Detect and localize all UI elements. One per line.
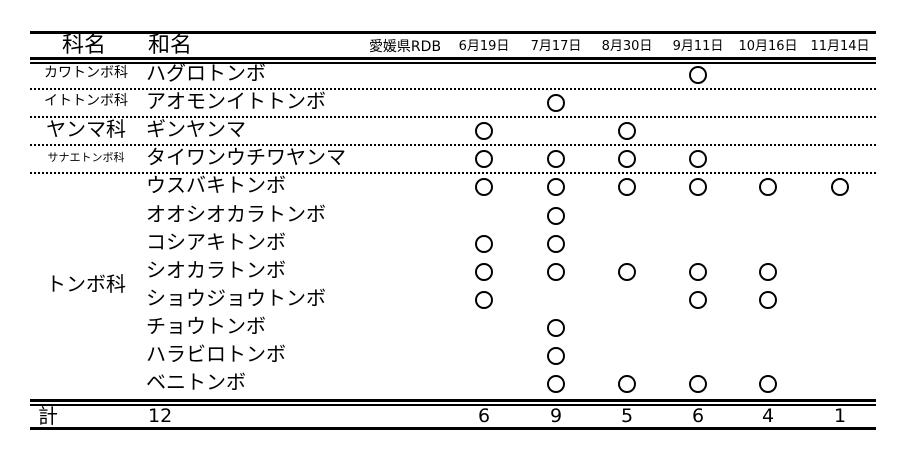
observed-mark — [547, 150, 565, 169]
species-name: チョウトンボ — [146, 313, 266, 338]
observed-mark — [618, 122, 636, 141]
header-date: 9月11日 — [672, 39, 724, 54]
family-label: サナエトンボ科 — [47, 150, 125, 164]
observed-mark — [547, 347, 565, 365]
species-name: ウスバキトンボ — [146, 173, 286, 198]
row-divider — [30, 116, 876, 119]
observed-mark — [689, 178, 707, 197]
species-name: ギンヤンマ — [146, 117, 246, 142]
header-family: 科名 — [62, 33, 107, 58]
observed-mark — [618, 178, 636, 197]
header-date: 7月17日 — [530, 39, 582, 54]
row-divider — [30, 144, 876, 147]
family-label: イトトンボ科 — [44, 93, 128, 110]
header-date: 6月19日 — [458, 39, 510, 54]
observed-mark — [475, 150, 493, 169]
observed-mark — [689, 66, 707, 84]
species-name: コシアキトンボ — [146, 229, 286, 254]
total-rule-2 — [30, 404, 876, 406]
observed-mark — [759, 290, 777, 309]
observed-mark — [475, 122, 493, 141]
total-count: 6 — [691, 405, 705, 427]
observed-mark — [547, 375, 565, 394]
total-count: 1 — [833, 405, 847, 427]
species-name: ショウジョウトンボ — [146, 285, 326, 310]
observed-mark — [759, 262, 777, 281]
observed-mark — [759, 178, 777, 197]
observed-mark — [689, 262, 707, 281]
row-divider — [30, 172, 876, 175]
header-date: 11月14日 — [810, 39, 870, 54]
observed-mark — [689, 150, 707, 169]
top-rule — [30, 31, 876, 34]
total-label: 計 — [38, 404, 58, 428]
observed-mark — [547, 206, 565, 225]
observed-mark — [618, 375, 636, 394]
observed-mark — [618, 150, 636, 169]
family-label: カワトンボ科 — [44, 65, 128, 82]
observed-mark — [547, 262, 565, 281]
header-date: 10月16日 — [738, 39, 798, 54]
observed-mark — [475, 234, 493, 253]
observed-mark — [689, 290, 707, 309]
species-name: シオカラトンボ — [146, 257, 286, 282]
family-label: ヤンマ科 — [46, 117, 126, 142]
header-rule-2 — [30, 62, 876, 64]
observed-mark — [618, 262, 636, 281]
total-count: 9 — [549, 405, 563, 427]
species-name: ハラビロトンボ — [146, 342, 286, 366]
observed-mark — [831, 178, 849, 197]
observed-mark — [759, 375, 777, 394]
species-name: オオシオカラトンボ — [146, 201, 326, 226]
observed-mark — [547, 234, 565, 253]
total-count: 5 — [620, 405, 634, 427]
observed-mark — [475, 262, 493, 281]
header-date: 8月30日 — [601, 39, 653, 54]
header-name: 和名 — [148, 33, 193, 58]
observed-mark — [547, 318, 565, 337]
total-count: 6 — [477, 405, 491, 427]
observed-mark — [547, 178, 565, 197]
observed-mark — [689, 375, 707, 394]
header-rule — [30, 57, 876, 60]
species-name: アオモンイトトンボ — [146, 89, 326, 114]
total-rule — [30, 399, 876, 402]
family-label: トンボ科 — [46, 271, 126, 296]
row-divider — [30, 88, 876, 91]
species-name: ハグロトンボ — [146, 61, 266, 85]
total-count: 4 — [761, 405, 775, 427]
species-name: タイワンウチワヤンマ — [146, 145, 346, 170]
species-name: ベニトンボ — [146, 370, 246, 395]
observed-mark — [475, 178, 493, 197]
bottom-rule — [30, 427, 876, 430]
total-species-count: 12 — [148, 405, 173, 427]
observed-mark — [475, 290, 493, 309]
header-rdb: 愛媛県RDB — [368, 39, 442, 55]
observed-mark — [547, 94, 565, 113]
